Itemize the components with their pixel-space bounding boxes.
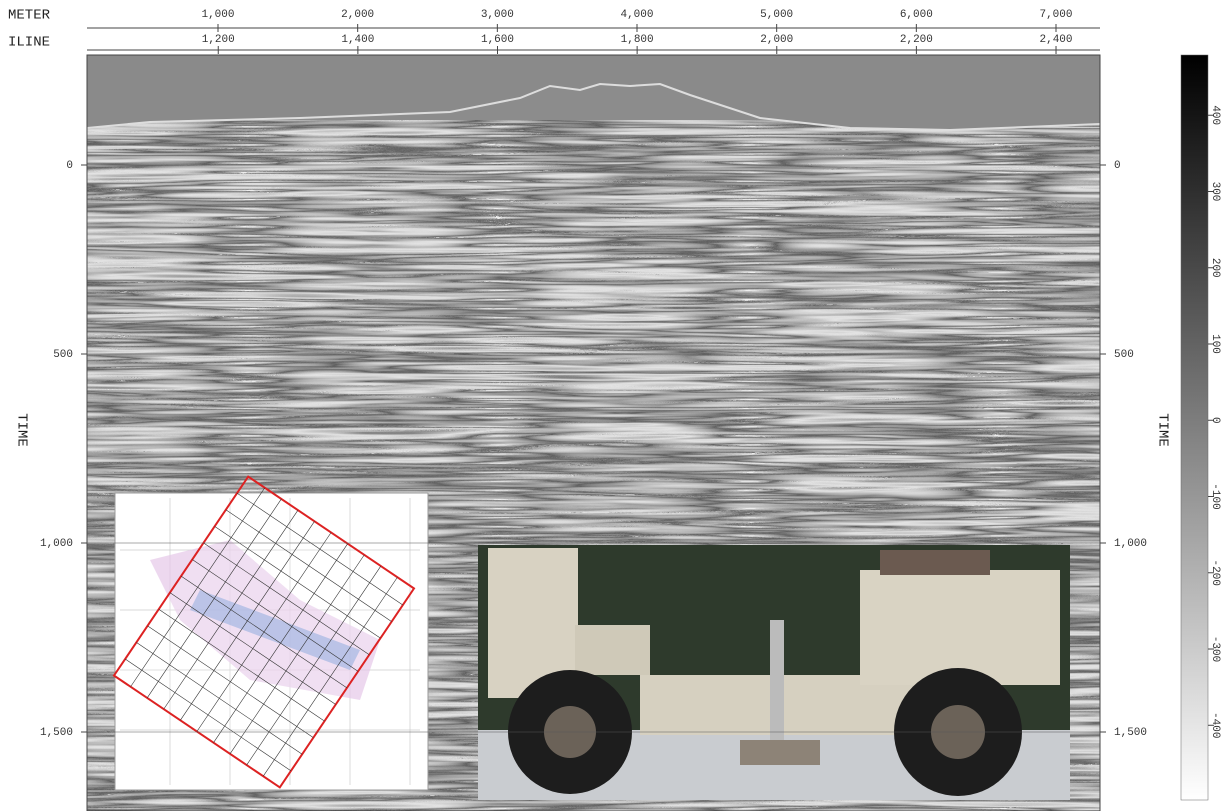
x-tick-label: 5,000 <box>760 9 793 21</box>
x-tick-label: 2,000 <box>341 9 374 21</box>
colorbar-tick-label: -100 <box>1209 483 1221 509</box>
colorbar-tick-label: 0 <box>1209 417 1221 424</box>
colorbar <box>1181 55 1208 800</box>
x-tick-label: 3,000 <box>481 9 514 21</box>
x2-tick-label: 2,000 <box>760 34 793 46</box>
vibrator-truck-photo <box>478 545 1070 800</box>
x2-tick-label: 1,400 <box>341 34 374 46</box>
x-tick-label: 6,000 <box>900 9 933 21</box>
y2-tick-label: 0 <box>1114 160 1121 172</box>
x2-tick-label: 1,200 <box>202 34 235 46</box>
colorbar-tick-label: -300 <box>1209 636 1221 662</box>
seismic-figure: METER ILINE TIME TIME 1,000 2,000 3,000 4,0… <box>0 0 1226 811</box>
colorbar-tick-label: 400 <box>1209 105 1221 125</box>
x2-tick-label: 1,600 <box>481 34 514 46</box>
y-tick-label: 0 <box>66 160 73 172</box>
colorbar-tick-label: 200 <box>1209 258 1221 278</box>
x2-tick-label: 2,400 <box>1040 34 1073 46</box>
y-tick-label: 1,500 <box>40 727 73 739</box>
y2-tick-label: 500 <box>1114 349 1134 361</box>
colorbar-tick-label: -400 <box>1209 712 1221 738</box>
survey-map-inset <box>114 477 428 790</box>
meter-axis-label: METER <box>8 8 51 24</box>
colorbar-tick-label: 300 <box>1209 182 1221 202</box>
y2-tick-label: 1,500 <box>1114 727 1147 739</box>
x2-tick-label: 1,800 <box>621 34 654 46</box>
y2-axis-label: TIME <box>1154 413 1170 447</box>
x-tick-label: 7,000 <box>1039 9 1072 21</box>
y-tick-label: 500 <box>53 349 73 361</box>
x-tick-label: 4,000 <box>620 9 653 21</box>
x-tick-label: 1,000 <box>201 9 234 21</box>
colorbar-tick-label: 100 <box>1209 334 1221 354</box>
x2-tick-label: 2,200 <box>900 34 933 46</box>
y-tick-label: 1,000 <box>40 538 73 550</box>
y-axis-label: TIME <box>13 413 29 447</box>
colorbar-tick-label: -200 <box>1209 560 1221 586</box>
y2-tick-label: 1,000 <box>1114 538 1147 550</box>
iline-axis-label: ILINE <box>8 35 50 51</box>
